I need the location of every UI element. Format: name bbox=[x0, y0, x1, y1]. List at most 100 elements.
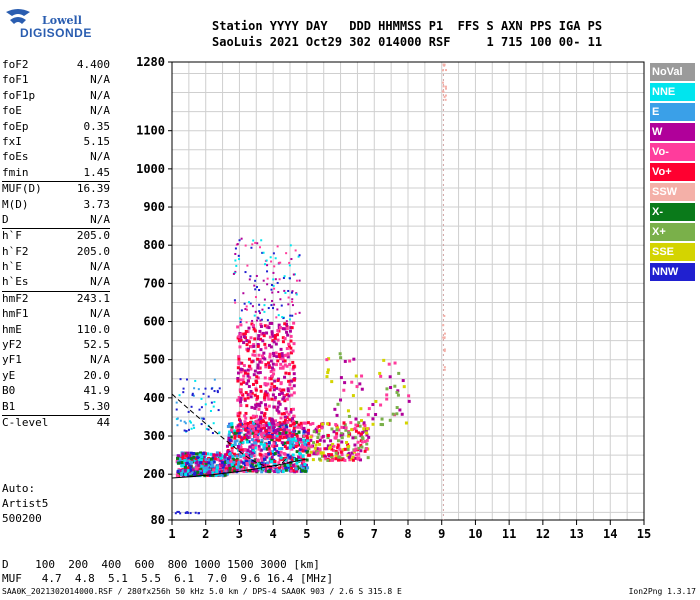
echo-point bbox=[185, 459, 189, 463]
echo-point bbox=[218, 468, 222, 472]
echo-point bbox=[291, 367, 295, 371]
echo-point bbox=[267, 426, 271, 430]
echo-point bbox=[262, 334, 266, 338]
echo-point bbox=[397, 371, 401, 375]
param-row: h`E N/A bbox=[2, 260, 110, 275]
legend-entry: W bbox=[650, 123, 695, 141]
echo-point bbox=[238, 411, 242, 415]
echo-point bbox=[242, 364, 246, 368]
x-tick-label: 9 bbox=[438, 527, 445, 541]
echo-point bbox=[239, 455, 243, 459]
echo-point bbox=[176, 424, 179, 427]
echo-point bbox=[348, 458, 352, 462]
echo-point bbox=[293, 462, 297, 466]
echo-point bbox=[291, 300, 294, 303]
echo-point bbox=[306, 449, 310, 453]
echo-point bbox=[325, 447, 329, 451]
echo-point bbox=[249, 336, 253, 340]
echo-point bbox=[246, 393, 250, 397]
echo-point bbox=[303, 446, 307, 450]
echo-point bbox=[258, 371, 262, 375]
echo-point bbox=[309, 445, 313, 449]
echo-point bbox=[300, 440, 304, 444]
param-row: yE 20.0 bbox=[2, 369, 110, 384]
echo-point bbox=[245, 448, 249, 452]
echo-point bbox=[292, 391, 296, 395]
echo-point bbox=[270, 366, 274, 370]
echo-point bbox=[239, 382, 243, 386]
echo-point bbox=[303, 438, 307, 442]
echo-point bbox=[238, 388, 242, 392]
echo-point bbox=[190, 421, 193, 424]
param-row: hmF2 243.1 bbox=[2, 292, 110, 307]
echo-point bbox=[402, 385, 406, 389]
legend-entry: X+ bbox=[650, 223, 695, 241]
footer-info: SAA0K_2021302014000.RSF / 280fx256h 50 k… bbox=[2, 587, 402, 596]
echo-point bbox=[264, 469, 268, 473]
echo-point bbox=[262, 431, 266, 435]
echo-point bbox=[193, 458, 197, 462]
echo-point bbox=[277, 401, 281, 405]
autoscaling-info: Auto: Artist5 500200 bbox=[2, 481, 48, 526]
echo-point bbox=[259, 389, 263, 393]
echo-point bbox=[366, 413, 370, 417]
echo-point bbox=[319, 451, 323, 455]
echo-point bbox=[264, 390, 268, 394]
echo-point bbox=[299, 447, 303, 451]
echo-point bbox=[221, 474, 225, 478]
echo-point bbox=[285, 353, 289, 357]
echo-point bbox=[187, 460, 191, 464]
param-value: 4.400 bbox=[76, 58, 110, 71]
echo-point bbox=[277, 466, 281, 470]
echo-point bbox=[342, 421, 346, 425]
echo-point bbox=[354, 429, 358, 433]
echo-point bbox=[351, 458, 355, 462]
echo-point bbox=[275, 363, 279, 367]
echo-point bbox=[270, 465, 274, 469]
echo-point bbox=[246, 426, 250, 430]
echo-point bbox=[283, 322, 287, 326]
echo-point bbox=[349, 421, 353, 425]
echo-point bbox=[237, 435, 241, 439]
echo-point bbox=[326, 422, 330, 426]
echo-point bbox=[256, 366, 260, 370]
echo-point bbox=[244, 453, 248, 457]
echo-point bbox=[330, 447, 334, 451]
echo-point bbox=[266, 469, 270, 473]
echo-point bbox=[239, 320, 242, 323]
echo-point bbox=[245, 321, 248, 324]
echo-point bbox=[219, 456, 223, 460]
echo-point bbox=[198, 470, 202, 474]
echo-point bbox=[177, 461, 181, 465]
echo-point bbox=[266, 270, 269, 273]
echo-point bbox=[307, 441, 311, 445]
echo-point bbox=[289, 314, 292, 317]
echo-point bbox=[255, 414, 259, 418]
echo-point bbox=[240, 460, 244, 464]
echo-point bbox=[443, 314, 446, 317]
echo-point bbox=[340, 425, 344, 429]
echo-point bbox=[262, 444, 266, 448]
param-key: fxI bbox=[2, 134, 22, 148]
echo-point bbox=[290, 408, 294, 412]
echo-point bbox=[444, 98, 447, 101]
echo-point bbox=[318, 457, 322, 461]
echo-point bbox=[267, 364, 271, 368]
echo-point bbox=[246, 349, 250, 353]
echo-point bbox=[281, 357, 285, 361]
param-separator bbox=[2, 414, 110, 416]
echo-point bbox=[279, 416, 283, 420]
echo-point bbox=[284, 291, 287, 294]
echo-point bbox=[326, 434, 330, 438]
echo-point bbox=[264, 429, 268, 433]
echo-point bbox=[287, 446, 291, 450]
echo-point bbox=[278, 261, 281, 264]
echo-point bbox=[278, 387, 282, 391]
echo-point bbox=[229, 459, 233, 463]
echo-point bbox=[272, 422, 276, 426]
echo-point bbox=[200, 417, 203, 420]
echo-point bbox=[303, 466, 307, 470]
echo-point bbox=[183, 420, 186, 423]
echo-point bbox=[284, 428, 288, 432]
echo-point bbox=[289, 469, 293, 473]
